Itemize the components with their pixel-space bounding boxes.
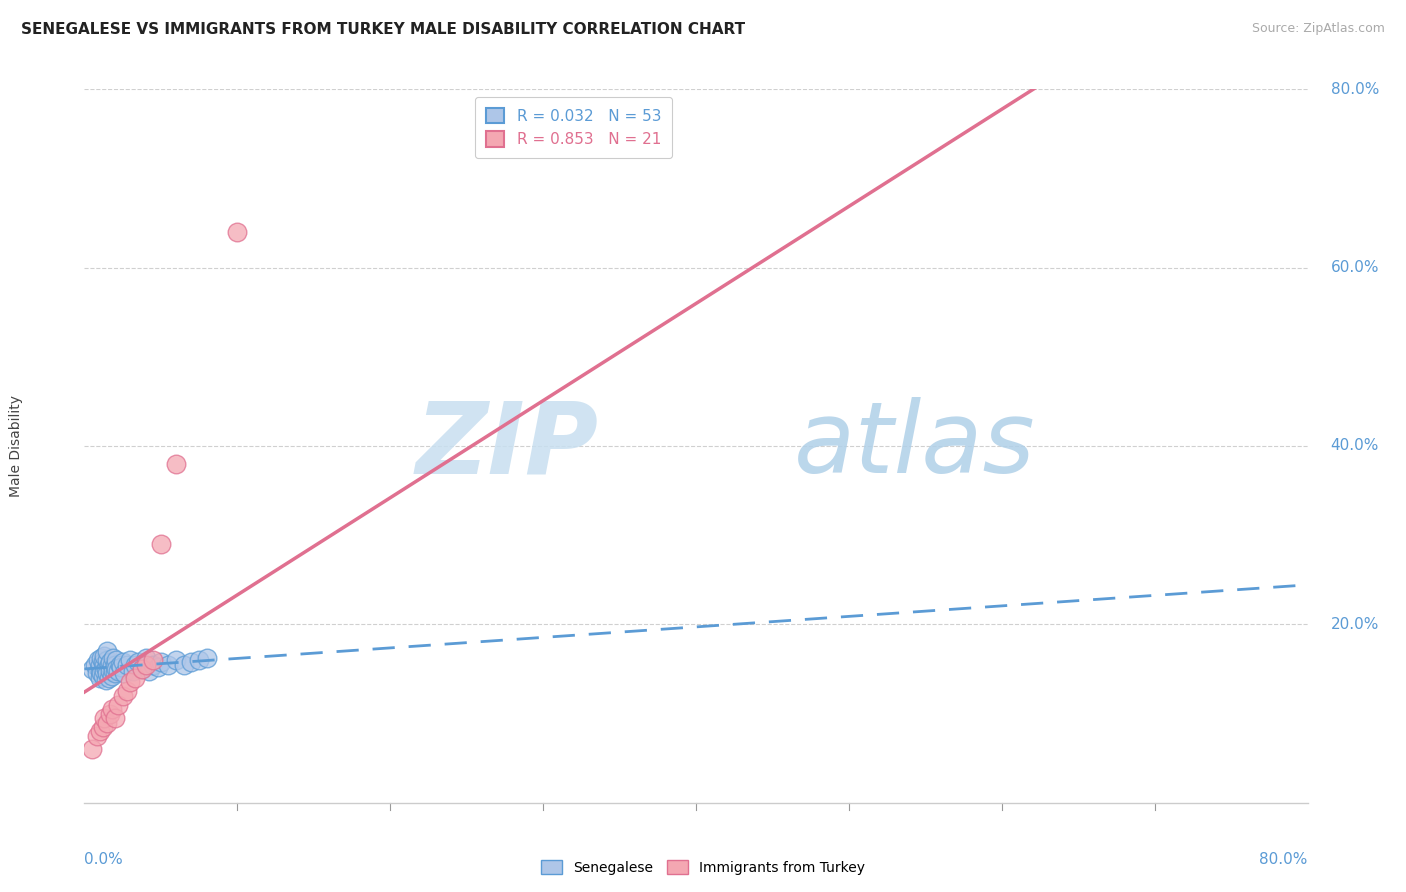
Point [89,724,111,739]
Point [86,729,108,743]
Point [101,657,124,672]
Text: atlas: atlas [794,398,1035,494]
Point [195,651,218,665]
Text: 0.0%: 0.0% [84,852,124,867]
Point [142,653,165,667]
Point [93,657,115,672]
Point [84,657,107,672]
Point [101,669,124,683]
Point [157,657,180,672]
Point [86,666,108,681]
Point [87,653,110,667]
Point [96,715,118,730]
Text: 80.0%: 80.0% [1330,82,1379,96]
Point [98,664,121,678]
Point [111,689,134,703]
Text: 60.0%: 60.0% [1330,260,1379,275]
Text: 20.0%: 20.0% [1330,617,1379,632]
Text: Male Disability: Male Disability [8,395,22,497]
Point [120,653,142,667]
Point [101,702,124,716]
Point [226,225,249,239]
Point [120,675,142,690]
Point [107,664,129,678]
Point [98,706,121,721]
Point [96,666,118,681]
Point [135,651,157,665]
Point [103,664,125,678]
Point [89,657,111,672]
Text: SENEGALESE VS IMMIGRANTS FROM TURKEY MALE DISABILITY CORRELATION CHART: SENEGALESE VS IMMIGRANTS FROM TURKEY MAL… [21,22,745,37]
Point [97,657,120,672]
Legend: R = 0.032   N = 53, R = 0.853   N = 21: R = 0.032 N = 53, R = 0.853 N = 21 [475,97,672,158]
Point [111,655,134,669]
Point [96,653,118,667]
Legend: Senegalese, Immigrants from Turkey: Senegalese, Immigrants from Turkey [536,855,870,880]
Point [108,657,131,672]
Point [165,457,187,471]
Point [80,662,103,676]
Point [96,644,118,658]
Point [105,662,128,676]
Text: Source: ZipAtlas.com: Source: ZipAtlas.com [1251,22,1385,36]
Point [103,651,125,665]
Point [105,653,128,667]
Point [91,655,114,669]
Point [115,684,138,698]
Point [135,657,157,672]
Point [110,660,132,674]
Point [94,673,117,687]
Point [89,664,111,678]
Point [149,655,172,669]
Text: ZIP: ZIP [415,398,598,494]
Point [149,537,172,551]
Point [89,671,111,685]
Point [1143,64,1166,78]
Point [90,651,112,665]
Point [94,662,117,676]
Point [104,657,127,672]
Point [165,653,187,667]
Point [98,655,121,669]
Text: 80.0%: 80.0% [1260,852,1308,867]
Point [93,648,115,663]
Point [146,660,169,674]
Point [91,669,114,683]
Point [127,655,149,669]
Point [188,653,211,667]
Point [138,664,160,678]
Point [90,666,112,681]
Point [104,666,127,681]
Point [104,711,127,725]
Point [93,711,115,725]
Point [142,657,165,672]
Point [124,657,146,672]
Point [80,742,103,756]
Point [180,655,202,669]
Point [131,662,153,676]
Point [97,671,120,685]
Point [93,664,115,678]
Point [124,671,146,685]
Point [107,698,129,712]
Point [115,657,138,672]
Point [173,657,195,672]
Point [91,720,114,734]
Point [131,662,153,676]
Text: 40.0%: 40.0% [1330,439,1379,453]
Point [112,666,135,681]
Point [122,664,145,678]
